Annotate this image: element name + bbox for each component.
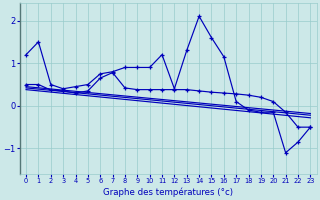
X-axis label: Graphe des températures (°c): Graphe des températures (°c) bbox=[103, 187, 233, 197]
